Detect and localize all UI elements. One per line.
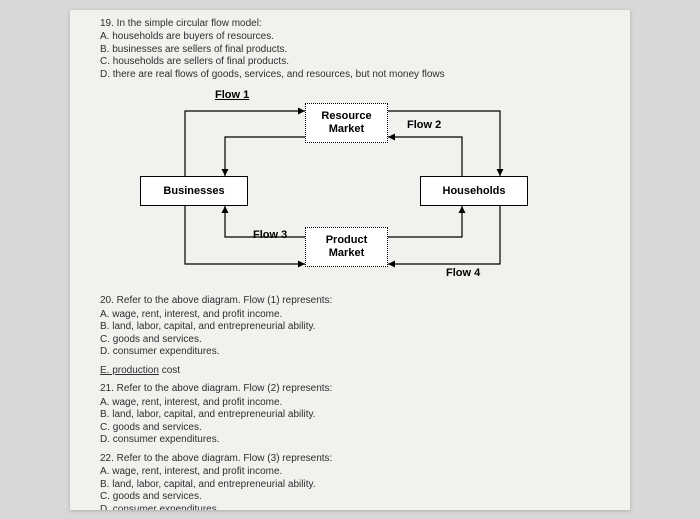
question-20: 20. Refer to the above diagram. Flow (1)… [100,295,600,359]
box-product-market: Product Market [305,227,388,267]
q20-stem: 20. Refer to the above diagram. Flow (1)… [100,295,600,308]
q21-opt-c: C. goods and services. [100,422,600,435]
label-flow-3: Flow 3 [253,229,287,241]
extra-line-e: E. production cost [100,365,600,378]
question-22: 22. Refer to the above diagram. Flow (3)… [100,453,600,510]
q19-opt-d: D. there are real flows of goods, servic… [100,69,600,82]
q19-opt-b: B. businesses are sellers of final produ… [100,44,600,57]
q20-opt-a: A. wage, rent, interest, and profit inco… [100,309,600,322]
option-e-underlined: E. production [100,365,159,376]
q19-stem: 19. In the simple circular flow model: [100,18,600,31]
box-businesses: Businesses [140,176,248,206]
worksheet-page: 19. In the simple circular flow model: A… [70,10,630,510]
q21-stem: 21. Refer to the above diagram. Flow (2)… [100,383,600,396]
q21-opt-d: D. consumer expenditures. [100,434,600,447]
label-flow-4: Flow 4 [446,267,480,279]
q21-opt-b: B. land, labor, capital, and entrepreneu… [100,409,600,422]
q20-opt-b: B. land, labor, capital, and entrepreneu… [100,321,600,334]
q22-opt-c: C. goods and services. [100,491,600,504]
question-21: 21. Refer to the above diagram. Flow (2)… [100,383,600,447]
q20-opt-d: D. consumer expenditures. [100,346,600,359]
q20-opt-c: C. goods and services. [100,334,600,347]
q22-opt-b: B. land, labor, capital, and entrepreneu… [100,479,600,492]
q22-opt-d: D. consumer expenditures. [100,504,600,510]
label-flow-2: Flow 2 [407,119,441,131]
q19-opt-c: C. households are sellers of final produ… [100,56,600,69]
q19-opt-a: A. households are buyers of resources. [100,31,600,44]
q22-opt-a: A. wage, rent, interest, and profit inco… [100,466,600,479]
box-households: Households [420,176,528,206]
q22-stem: 22. Refer to the above diagram. Flow (3)… [100,453,600,466]
q21-opt-a: A. wage, rent, interest, and profit inco… [100,397,600,410]
box-resource-market: Resource Market [305,103,388,143]
label-flow-1: Flow 1 [215,89,249,101]
question-19: 19. In the simple circular flow model: A… [100,18,600,82]
option-e-rest: cost [159,365,180,376]
circular-flow-diagram: Flow 1 Flow 2 Flow 3 Flow 4 Resource Mar… [130,89,570,289]
